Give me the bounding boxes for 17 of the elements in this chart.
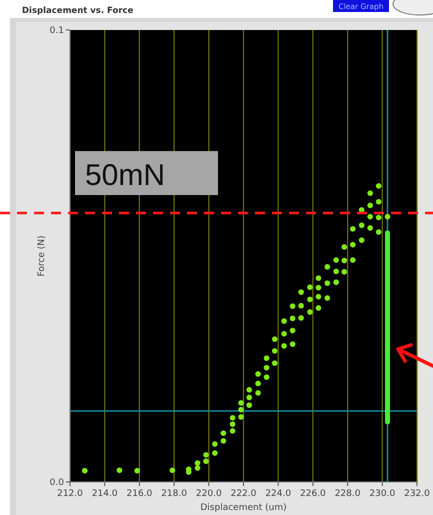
y-tick-label: 0.0 xyxy=(50,478,64,488)
x-tick-label: 214.0 xyxy=(92,489,118,499)
x-tick-label: 228.0 xyxy=(334,489,361,499)
x-tick-label: 230.0 xyxy=(369,489,396,499)
x-axis-title: Displacement (um) xyxy=(200,503,287,513)
x-tick-label: 212.0 xyxy=(57,489,84,499)
x-tick-label: 222.0 xyxy=(230,489,257,499)
y-axis-title: Force (N) xyxy=(37,236,47,276)
x-tick-label: 232.0 xyxy=(404,489,430,499)
y-tick-label: 0.1 xyxy=(50,26,64,36)
ref-line-label: 50mN xyxy=(85,159,166,192)
chart-title: Displacement vs. Force xyxy=(22,6,134,16)
x-tick-label: 220.0 xyxy=(196,489,222,499)
x-tick-label: 218.0 xyxy=(161,489,188,499)
x-tick-label: 224.0 xyxy=(265,489,292,499)
x-tick-label: 226.0 xyxy=(300,489,326,499)
x-tick-label: 216.0 xyxy=(126,489,153,499)
